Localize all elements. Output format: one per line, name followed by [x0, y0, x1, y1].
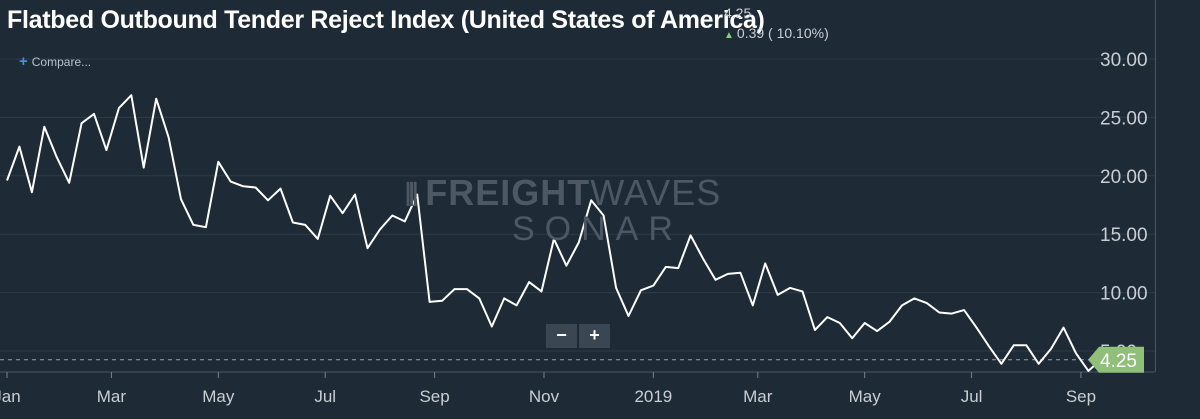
compare-label: Compare... [32, 55, 91, 69]
watermark-light-text: WAVES [590, 172, 721, 213]
freightwaves-logo-icon: ⦀ [405, 179, 419, 212]
x-tick-label: 2019 [634, 387, 672, 406]
y-tick-label: 15.00 [1100, 225, 1148, 246]
y-tick-label: 25.00 [1100, 108, 1148, 129]
x-tick-label: Mar [97, 387, 127, 406]
y-tick-label: 20.00 [1100, 167, 1148, 188]
x-tick-label: Jul [961, 387, 983, 406]
zoom-in-button[interactable]: + [579, 324, 610, 348]
change-text: 0.39 ( 10.10%) [737, 25, 829, 41]
x-tick-label: May [202, 387, 235, 406]
y-tick-label: 30.00 [1100, 50, 1148, 71]
x-tick-label: Sep [419, 387, 449, 406]
sonar-watermark: SONAR [512, 210, 683, 249]
x-tick-label: Sep [1066, 387, 1096, 406]
x-tick-label: May [849, 387, 882, 406]
y-tick-label: 10.00 [1100, 284, 1148, 305]
x-tick-label: Mar [743, 387, 773, 406]
x-tick-label: Jul [314, 387, 336, 406]
x-tick-label: Jan [0, 387, 21, 406]
freightwaves-watermark: ⦀ FREIGHTWAVES [405, 172, 721, 214]
up-arrow-icon: ▲ [724, 30, 734, 41]
last-value-badge-label: 4.25 [1100, 351, 1137, 372]
change-indicator: ▲ 0.39 ( 10.10%) [724, 25, 829, 41]
plus-icon: + [19, 53, 28, 70]
zoom-controls: − + [546, 324, 610, 348]
y-axis-line [1155, 0, 1156, 372]
zoom-out-button[interactable]: − [546, 324, 577, 348]
watermark-bold-text: FREIGHT [425, 172, 590, 213]
x-tick-label: Nov [529, 387, 560, 406]
chart-title: Flatbed Outbound Tender Reject Index (Un… [7, 6, 765, 35]
compare-button[interactable]: + Compare... [19, 53, 91, 70]
last-value: 4.25 [724, 5, 751, 21]
